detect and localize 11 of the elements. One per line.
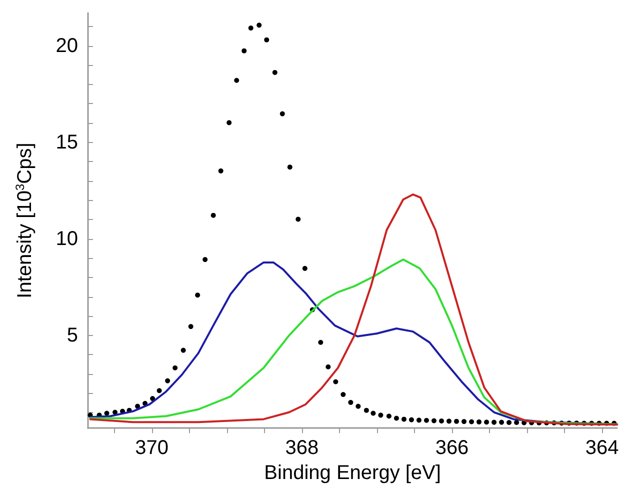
x-tick-label: 370 <box>135 437 168 460</box>
y-tick-label: 20 <box>56 34 78 57</box>
y-tick-label: 10 <box>56 228 78 250</box>
x-tick-label: 366 <box>435 437 469 460</box>
y-tick-label: 5 <box>66 324 78 346</box>
line-series <box>89 193 618 426</box>
x-tick-label: 364 <box>585 437 619 460</box>
x-tick-label: 368 <box>285 437 319 460</box>
x-axis-title: Binding Energy [eV] <box>264 462 441 484</box>
y-tick-label: 15 <box>56 131 78 154</box>
y-axis-title: Intensity [103Cps] <box>13 142 36 298</box>
